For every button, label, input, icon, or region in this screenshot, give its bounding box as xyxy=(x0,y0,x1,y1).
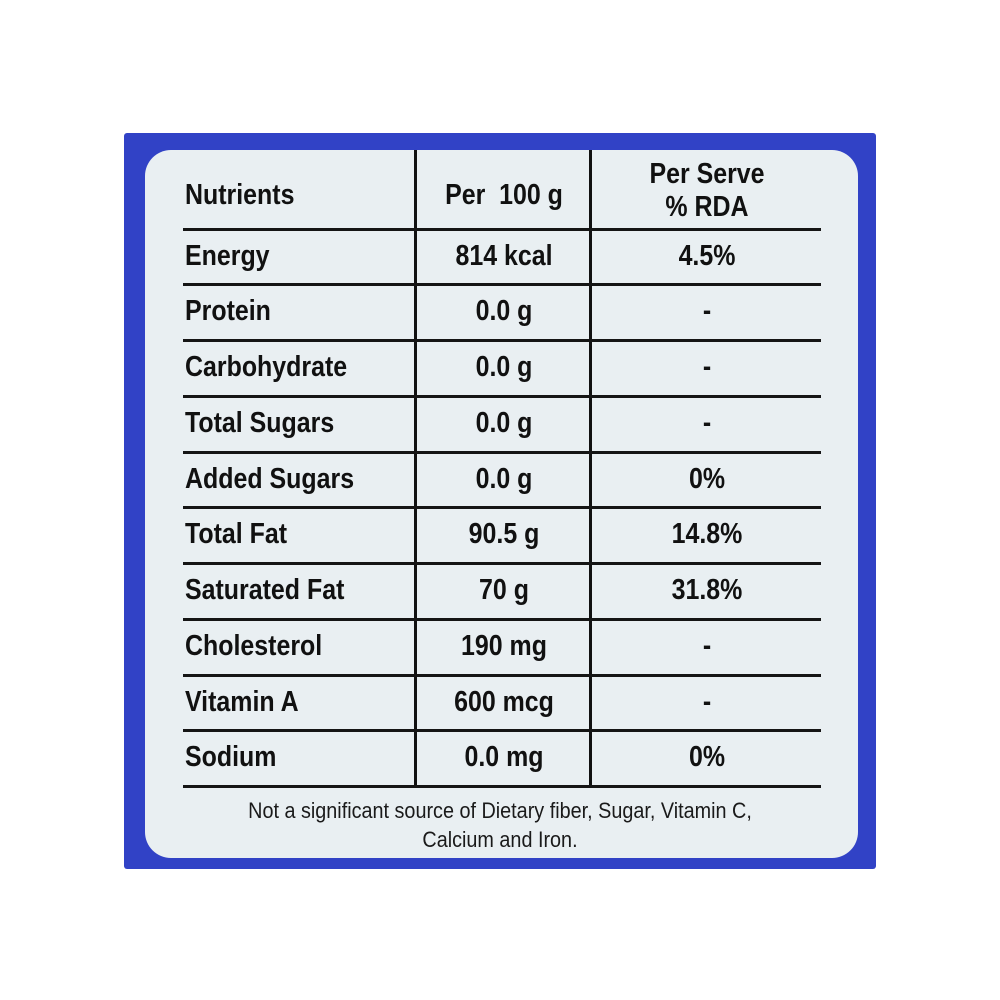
nutrient-name: Energy xyxy=(185,239,270,272)
nutrient-name: Total Fat xyxy=(185,518,288,550)
per-100g-value: 0.0 g xyxy=(475,407,533,439)
per-100g-value: 814 kcal xyxy=(455,239,553,272)
rda-value: - xyxy=(702,295,712,327)
row-divider xyxy=(183,283,821,286)
row-divider xyxy=(183,674,821,677)
header-per-100g: Per 100 g xyxy=(445,179,563,211)
rda-value: 31.8% xyxy=(671,574,743,606)
row-divider xyxy=(183,729,821,732)
row-divider xyxy=(183,339,821,342)
nutrient-name: Vitamin A xyxy=(185,685,299,718)
nutrient-name: Cholesterol xyxy=(185,630,323,662)
per-100g-value: 0.0 g xyxy=(475,295,533,327)
per-100g-value: 0.0 mg xyxy=(464,741,544,773)
per-100g-value: 0.0 g xyxy=(475,462,533,495)
per-100g-value: 190 mg xyxy=(461,630,547,662)
row-divider xyxy=(183,618,821,621)
row-divider xyxy=(183,395,821,398)
per-100g-value: 0.0 g xyxy=(475,351,533,383)
rda-value: 0% xyxy=(688,462,726,495)
row-divider xyxy=(183,785,821,788)
footer-note-line2: Calcium and Iron. xyxy=(422,827,578,852)
rda-value: 4.5% xyxy=(678,239,736,272)
per-100g-value: 90.5 g xyxy=(468,518,540,550)
row-divider xyxy=(183,451,821,454)
row-divider xyxy=(183,506,821,509)
header-per-serve: Per Serve xyxy=(649,158,765,190)
rda-value: - xyxy=(702,685,712,718)
footer-note-line1: Not a significant source of Dietary fibe… xyxy=(248,798,752,823)
nutrient-name: Sodium xyxy=(185,741,277,773)
rda-value: - xyxy=(702,351,712,383)
nutrient-name: Added Sugars xyxy=(185,462,355,495)
per-100g-value: 70 g xyxy=(479,574,529,606)
header-nutrients: Nutrients xyxy=(185,179,295,211)
nutrient-name: Protein xyxy=(185,295,271,327)
nutrient-name: Total Sugars xyxy=(185,407,335,439)
rda-value: 0% xyxy=(688,741,726,773)
nutrient-name: Saturated Fat xyxy=(185,574,345,606)
rda-value: - xyxy=(702,407,712,439)
column-divider xyxy=(414,150,417,788)
rda-value: - xyxy=(702,630,712,662)
nutrition-panel xyxy=(145,150,858,858)
header-rda: % RDA xyxy=(665,191,749,223)
per-100g-value: 600 mcg xyxy=(454,685,554,718)
row-divider xyxy=(183,562,821,565)
column-divider xyxy=(589,150,592,788)
nutrient-name: Carbohydrate xyxy=(185,351,348,383)
row-divider xyxy=(183,228,821,231)
rda-value: 14.8% xyxy=(671,518,743,550)
